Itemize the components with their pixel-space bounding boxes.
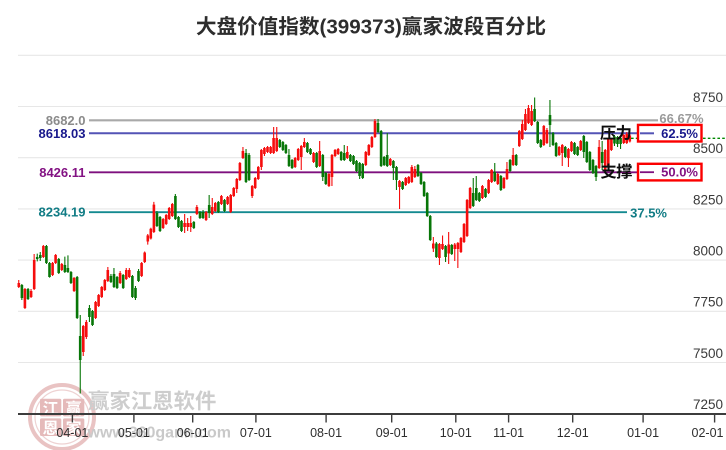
svg-text:09-01: 09-01 <box>376 426 408 440</box>
svg-text:8000: 8000 <box>693 244 723 259</box>
svg-text:05-01: 05-01 <box>118 426 150 440</box>
svg-text:04-01: 04-01 <box>56 426 88 440</box>
svg-text:07-01: 07-01 <box>240 426 272 440</box>
svg-text:8618.03: 8618.03 <box>39 126 86 141</box>
svg-text:8682.0: 8682.0 <box>46 113 86 128</box>
svg-text:7750: 7750 <box>693 295 723 310</box>
svg-text:62.5%: 62.5% <box>661 126 698 141</box>
svg-text:8500: 8500 <box>693 141 723 156</box>
svg-text:7500: 7500 <box>693 346 723 361</box>
svg-text:8234.19: 8234.19 <box>39 205 86 220</box>
svg-text:www.360gann.com: www.360gann.com <box>87 424 231 441</box>
svg-text:50.0%: 50.0% <box>661 165 698 180</box>
svg-text:8750: 8750 <box>693 90 723 105</box>
svg-text:01-01: 01-01 <box>627 426 659 440</box>
svg-text:08-01: 08-01 <box>310 426 342 440</box>
svg-text:11-01: 11-01 <box>493 426 524 440</box>
svg-text:10-01: 10-01 <box>440 426 472 440</box>
svg-text:7250: 7250 <box>693 397 723 412</box>
svg-text:66.67%: 66.67% <box>659 111 704 126</box>
svg-text:06-01: 06-01 <box>177 426 209 440</box>
svg-text:8426.11: 8426.11 <box>39 165 85 180</box>
svg-text:02-01: 02-01 <box>692 426 724 440</box>
svg-text:37.5%: 37.5% <box>630 206 667 221</box>
svg-text:12-01: 12-01 <box>557 426 589 440</box>
svg-text:8250: 8250 <box>693 192 723 207</box>
svg-text:(399373): (399373) <box>319 16 401 39</box>
